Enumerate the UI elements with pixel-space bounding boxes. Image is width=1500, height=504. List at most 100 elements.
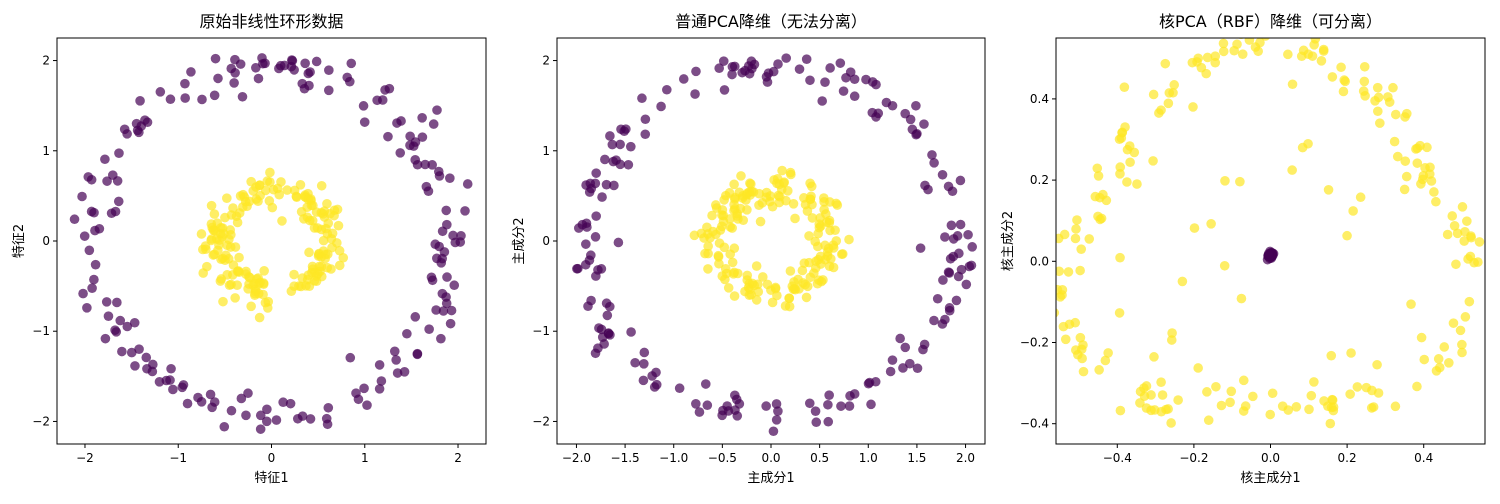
data-point xyxy=(82,303,92,313)
data-point xyxy=(905,358,915,369)
data-point xyxy=(126,347,137,358)
data-point xyxy=(1336,62,1346,73)
data-point xyxy=(1263,249,1274,259)
data-point xyxy=(694,407,705,417)
x-tick-label: −0.2 xyxy=(1179,451,1208,465)
data-point xyxy=(200,241,211,251)
data-point xyxy=(767,297,778,308)
data-point xyxy=(811,256,821,267)
data-point xyxy=(1122,177,1132,187)
data-point xyxy=(148,359,158,370)
data-point xyxy=(1309,40,1319,50)
data-point xyxy=(1370,96,1380,106)
data-point xyxy=(820,77,830,87)
data-point xyxy=(825,63,835,73)
y-tick-label: 0.0 xyxy=(1030,254,1049,268)
data-point xyxy=(117,346,127,357)
data-point xyxy=(1225,397,1235,408)
data-point xyxy=(1399,184,1410,195)
data-point xyxy=(1457,339,1467,350)
x-tick-label: −2.0 xyxy=(562,451,591,465)
data-point xyxy=(966,260,977,271)
data-point xyxy=(813,228,823,239)
data-point xyxy=(455,237,466,247)
data-point xyxy=(1115,162,1126,172)
data-point xyxy=(83,172,94,182)
data-point xyxy=(1188,102,1198,112)
data-point xyxy=(1392,151,1403,162)
data-point xyxy=(1146,390,1156,400)
data-point xyxy=(1406,299,1416,309)
data-point xyxy=(323,402,334,413)
data-point xyxy=(1056,308,1060,318)
data-point xyxy=(907,124,918,135)
data-point xyxy=(316,180,327,191)
data-point xyxy=(1060,334,1071,345)
data-point xyxy=(755,216,766,227)
data-point xyxy=(334,245,345,256)
data-point xyxy=(262,176,273,186)
data-point xyxy=(196,229,207,239)
data-point xyxy=(432,105,442,115)
data-point xyxy=(1154,108,1164,118)
data-point xyxy=(436,333,446,344)
chart-title: 普通PCA降维（无法分离） xyxy=(675,12,867,31)
data-point xyxy=(887,100,898,111)
data-point xyxy=(1238,375,1249,386)
data-point xyxy=(255,277,265,288)
data-point xyxy=(1431,196,1441,207)
data-point xyxy=(209,90,220,101)
data-point xyxy=(797,265,808,276)
data-point xyxy=(1319,396,1329,406)
data-point xyxy=(304,80,314,91)
data-point xyxy=(1206,219,1216,229)
data-point xyxy=(462,179,473,189)
data-point xyxy=(1078,340,1088,350)
data-point xyxy=(1203,415,1214,426)
data-point xyxy=(426,272,437,283)
data-point xyxy=(630,357,640,368)
data-point xyxy=(895,333,905,344)
x-tick-label: −0.4 xyxy=(1103,451,1132,465)
y-axis-label: 核主成分2 xyxy=(1001,211,1016,271)
data-point xyxy=(155,87,166,97)
data-point xyxy=(334,260,345,271)
y-tick-label: 0 xyxy=(542,234,550,248)
data-point xyxy=(1429,187,1439,197)
data-point xyxy=(359,383,369,394)
data-point xyxy=(817,96,827,106)
data-point xyxy=(772,290,782,301)
data-point xyxy=(112,297,122,308)
data-point xyxy=(1373,106,1383,117)
data-point xyxy=(605,131,615,141)
data-point xyxy=(757,272,768,282)
data-point xyxy=(1236,293,1247,304)
data-point xyxy=(1193,363,1203,373)
data-point xyxy=(196,397,207,407)
data-point xyxy=(727,257,738,268)
data-point xyxy=(919,119,929,129)
data-point xyxy=(849,91,860,102)
data-point xyxy=(581,180,591,190)
data-point xyxy=(751,261,762,271)
data-point xyxy=(1390,401,1401,412)
y-tick-label: 0 xyxy=(42,234,50,248)
data-point xyxy=(307,215,318,226)
data-point xyxy=(210,53,221,64)
data-point xyxy=(234,252,244,263)
data-point xyxy=(640,114,651,125)
y-tick-label: 0.4 xyxy=(1030,92,1049,106)
data-point xyxy=(321,413,332,424)
data-point xyxy=(309,223,320,233)
data-point xyxy=(740,286,750,297)
data-point xyxy=(822,247,833,257)
data-point xyxy=(900,108,910,119)
data-point xyxy=(1148,156,1158,166)
data-point xyxy=(186,67,196,77)
data-point xyxy=(262,404,272,415)
data-point xyxy=(445,173,455,183)
data-point xyxy=(244,196,255,207)
y-tick-label: −2 xyxy=(32,414,50,428)
data-point xyxy=(300,58,310,69)
data-point xyxy=(801,292,812,303)
